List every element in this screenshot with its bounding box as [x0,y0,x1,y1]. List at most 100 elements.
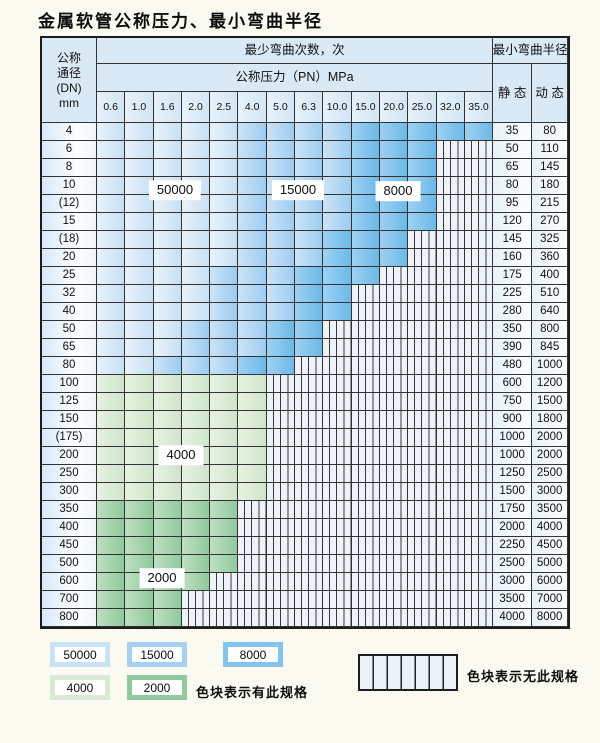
band-cell-8000 [323,249,352,267]
band-cell-unavailable [464,285,494,303]
band-cell-50000 [97,285,126,303]
dynamic-radius-cell: 145 [532,159,569,177]
band-cell-8000 [323,267,352,285]
static-radius-cell: 225 [493,285,533,303]
dn-cell: 32 [42,285,97,303]
band-cell-unavailable [408,483,437,501]
band-cell-8000 [351,159,380,177]
spec-table: 公称 通径 (DN) mm 最少弯曲次数，次 最小弯曲半径 公称压力（PN）MPa 静 态动 … [40,36,571,629]
dn-cell: 100 [42,375,97,393]
band-cell-8000 [295,339,324,357]
dn-cell: (175) [42,429,97,447]
band-cell-unavailable [436,483,465,501]
cycles-count-label: 4000 [158,445,204,465]
band-cell-unavailable [379,393,409,411]
band-cell-4000 [125,429,154,447]
band-cell-50000 [210,177,239,195]
dynamic-radius-cell: 800 [532,321,569,339]
dn-cell: 15 [42,213,97,231]
band-cell-unavailable [351,555,380,573]
band-cell-unavailable [379,591,409,609]
band-cell-unavailable [436,339,465,357]
band-cell-15000 [266,213,296,231]
band-cell-50000 [125,123,154,141]
band-cell-unavailable [351,339,380,357]
band-cell-15000 [266,267,296,285]
band-cell-unavailable [351,447,380,465]
band-cell-4000 [210,447,239,465]
band-cell-unavailable [323,429,352,447]
dynamic-radius-cell: 7000 [532,591,569,609]
band-cell-8000 [408,159,437,177]
band-cell-unavailable [266,429,296,447]
band-cell-15000 [210,285,239,303]
band-cell-50000 [153,213,182,231]
band-cell-50000 [125,249,154,267]
band-cell-50000 [181,141,211,159]
dynamic-radius-cell: 4500 [532,537,569,555]
static-radius-cell: 145 [493,231,533,249]
band-cell-2000 [97,555,126,573]
band-cell-8000 [379,141,409,159]
band-cell-unavailable [238,555,267,573]
band-cell-50000 [210,231,239,249]
band-cell-unavailable [379,375,409,393]
band-cell-unavailable [408,357,437,375]
static-radius-cell: 175 [493,267,533,285]
band-cell-4000 [153,465,182,483]
band-cell-8000 [238,357,267,375]
legend-swatch-8000: 8000 [223,642,283,667]
band-cell-50000 [125,285,154,303]
band-cell-unavailable [351,465,380,483]
pressure-col-header: 15.0 [351,92,380,123]
band-cell-unavailable [351,573,380,591]
band-cell-50000 [125,321,154,339]
corner-header-line: 公称 [56,50,81,65]
static-radius-cell: 50 [493,141,533,159]
band-cell-unavailable [266,537,296,555]
band-cell-unavailable [351,303,380,321]
band-cell-2000 [97,501,126,519]
band-cell-15000 [238,177,267,195]
band-cell-2000 [125,519,154,537]
band-cell-2000 [153,537,182,555]
band-cell-unavailable [436,231,465,249]
band-cell-8000 [295,321,324,339]
dn-cell: (18) [42,231,97,249]
radius-header: 最小弯曲半径 [493,38,569,64]
band-cell-unavailable [323,591,352,609]
dynamic-radius-cell: 180 [532,177,569,195]
band-cell-4000 [97,447,126,465]
band-cell-50000 [125,267,154,285]
band-cell-15000 [181,339,211,357]
band-cell-4000 [153,483,182,501]
band-cell-unavailable [408,465,437,483]
band-cell-4000 [125,393,154,411]
dynamic-radius-cell: 80 [532,123,569,141]
band-cell-50000 [210,249,239,267]
band-cell-8000 [351,267,380,285]
dn-cell: 150 [42,411,97,429]
dn-cell: 125 [42,393,97,411]
band-cell-4000 [153,393,182,411]
band-cell-unavailable [408,393,437,411]
band-cell-unavailable [266,573,296,591]
band-cell-unavailable [295,393,324,411]
band-cell-unavailable [181,591,211,609]
band-cell-unavailable [238,519,267,537]
band-cell-2000 [97,573,126,591]
band-cell-50000 [181,249,211,267]
band-cell-unavailable [295,537,324,555]
band-cell-8000 [351,141,380,159]
band-cell-8000 [379,123,409,141]
band-cell-unavailable [323,555,352,573]
band-cell-unavailable [408,609,437,627]
static-header: 静 态 [493,64,533,123]
band-cell-unavailable [408,375,437,393]
band-cell-50000 [181,123,211,141]
band-cell-2000 [210,519,239,537]
band-cell-8000 [351,195,380,213]
band-cell-unavailable [464,519,494,537]
dynamic-radius-cell: 3500 [532,501,569,519]
band-cell-unavailable [436,393,465,411]
